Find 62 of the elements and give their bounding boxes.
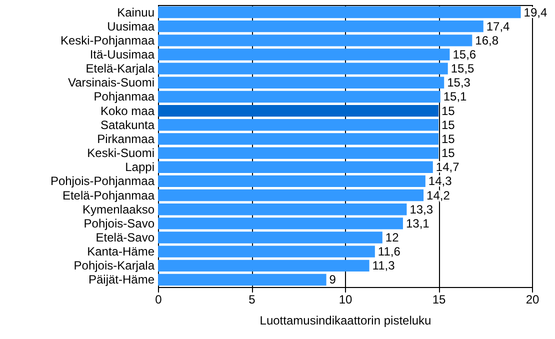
- data-label: 11,6: [378, 244, 401, 259]
- y-tick-label: Päijät-Häme: [88, 272, 155, 287]
- bar: [158, 90, 440, 103]
- x-tick-label: 15: [432, 292, 446, 306]
- data-label: 17,4: [486, 19, 510, 34]
- y-tick-label: Lappi: [125, 160, 154, 174]
- bar: [158, 133, 438, 145]
- data-label: 15,1: [443, 90, 468, 104]
- x-tick-label: 10: [338, 292, 352, 306]
- bar: [158, 119, 438, 131]
- y-tick-label: Pohjois-Savo: [84, 216, 155, 230]
- bar: [158, 104, 438, 117]
- x-tick-label: 5: [248, 292, 256, 306]
- y-tick-label: Varsinais-Suomi: [68, 76, 154, 90]
- bar: [158, 147, 438, 159]
- y-tick-label: Satakunta: [100, 118, 155, 132]
- y-tick-label: Pohjois-Karjala: [74, 258, 155, 273]
- data-label: 13,3: [410, 202, 434, 216]
- bar: [158, 34, 472, 46]
- y-tick-label: Kymenlaakso: [82, 202, 155, 216]
- y-tick-label: Itä-Uusimaa: [90, 47, 155, 62]
- bar: [158, 76, 444, 88]
- data-label: 11,3: [372, 258, 396, 273]
- data-label: 15: [442, 132, 456, 146]
- bar: [158, 189, 424, 202]
- data-label: 15: [442, 104, 456, 118]
- y-tick-label: Koko maa: [100, 104, 155, 118]
- data-label: 15,5: [450, 62, 475, 76]
- bar: [158, 48, 450, 60]
- bar: [158, 161, 433, 173]
- y-tick-label: Pirkanmaa: [97, 132, 155, 146]
- bar: [158, 218, 403, 230]
- y-tick-label: Keski-Pohjanmaa: [60, 33, 155, 48]
- y-tick-label: Pohjanmaa: [94, 90, 155, 104]
- bar: [158, 6, 521, 18]
- x-tick-label: 20: [526, 292, 540, 306]
- bar: [158, 20, 484, 32]
- bar: [158, 175, 426, 188]
- x-axis-title: Luottamusindikaattorin pisteluku: [260, 314, 432, 328]
- data-label: 15: [442, 146, 456, 160]
- y-tick-label: Uusimaa: [107, 19, 155, 34]
- bar: [158, 204, 407, 216]
- data-label: 13,1: [406, 216, 430, 230]
- data-label: 15,6: [452, 47, 476, 62]
- y-tick-label: Etelä-Savo: [96, 230, 155, 245]
- bar: [158, 232, 382, 244]
- y-tick-label: Kanta-Häme: [87, 244, 155, 259]
- y-tick-label: Pohjois-Pohjanmaa: [50, 174, 155, 188]
- data-label: 12: [385, 230, 400, 245]
- y-tick-label: Kainuu: [117, 5, 154, 20]
- y-tick-label: Keski-Suomi: [87, 146, 154, 160]
- data-label: 9: [329, 272, 336, 287]
- data-label: 16,8: [475, 33, 499, 48]
- bar: [158, 246, 375, 258]
- x-tick-label: 0: [155, 292, 162, 306]
- y-tick-label: Etelä-Pohjanmaa: [62, 188, 155, 202]
- bar: [158, 274, 326, 286]
- data-label: 15: [442, 118, 456, 132]
- bar: [158, 62, 448, 74]
- data-label: 15,3: [447, 76, 471, 90]
- y-tick-label: Etelä-Karjala: [86, 62, 155, 76]
- bar: [158, 260, 370, 272]
